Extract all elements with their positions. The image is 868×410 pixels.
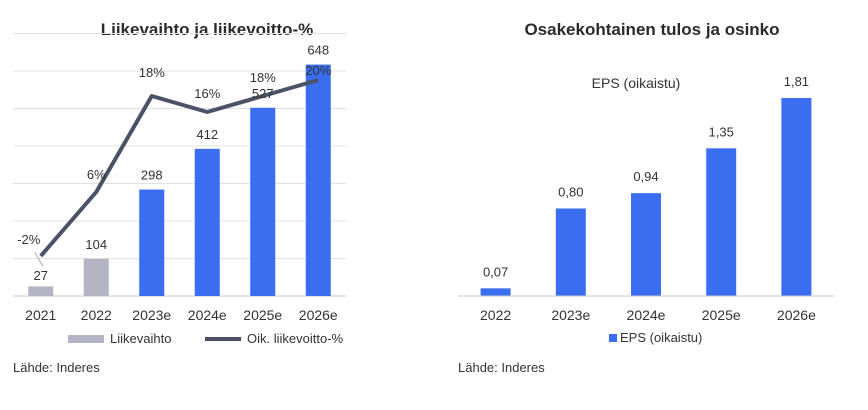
ebit-margin-line <box>39 78 319 258</box>
left-line-series <box>39 78 319 258</box>
left-data-labels: 27 104 298 412 527 648 -2% 6% 18% 16% 18% 20% <box>17 43 332 283</box>
legend-swatch-eps <box>609 334 617 342</box>
right-x-tick: 2025e <box>702 307 741 323</box>
legend-label-ebit: Oik. liikevoitto-% <box>247 331 344 346</box>
eps-bar <box>781 98 812 296</box>
eps-bar-label: 1,35 <box>709 124 734 139</box>
revenue-bar <box>250 107 276 297</box>
right-bars <box>480 98 812 296</box>
left-x-tick: 2021 <box>25 307 56 323</box>
eps-bar-label: 0,94 <box>633 169 658 184</box>
left-x-tick: 2024e <box>188 307 227 323</box>
left-gridlines <box>13 33 346 297</box>
left-bars <box>28 64 331 297</box>
legend-label-eps: EPS (oikaistu) <box>620 330 702 345</box>
right-x-tick: 2022 <box>480 307 511 323</box>
eps-chart: Osakekohtainen tulos ja osinko EPS (oika… <box>458 20 834 375</box>
revenue-bar-label: 648 <box>307 43 329 58</box>
revenue-bar-label: 412 <box>196 127 218 142</box>
left-x-tick: 2025e <box>243 307 282 323</box>
revenue-bar-label: 527 <box>252 86 274 101</box>
label-leader-line <box>34 251 44 267</box>
right-data-labels: 0,07 0,80 0,94 1,35 1,81 <box>483 74 809 279</box>
eps-bar-label: 0,80 <box>558 184 583 199</box>
ebit-margin-label: 20% <box>305 63 331 78</box>
revenue-bar-label: 104 <box>85 237 107 252</box>
eps-bar-label: 0,07 <box>483 264 508 279</box>
eps-bar <box>480 288 511 296</box>
eps-bar-label: 1,81 <box>784 74 809 89</box>
ebit-margin-label: 6% <box>87 167 106 182</box>
left-x-tick: 2026e <box>299 307 338 323</box>
revenue-bar <box>83 258 109 296</box>
right-chart-subtitle: EPS (oikaistu) <box>592 75 681 91</box>
revenue-bar-label: 27 <box>34 268 48 283</box>
right-x-tick: 2023e <box>551 307 590 323</box>
eps-bar <box>631 193 661 296</box>
revenue-bar-label: 298 <box>141 168 163 183</box>
legend-swatch-revenue <box>68 335 104 343</box>
right-source-note: Lähde: Inderes <box>458 360 545 375</box>
right-legend: EPS (oikaistu) <box>609 330 702 345</box>
revenue-ebit-chart: Liikevaihto ja liikevoitto-% 27 104 298 412… <box>13 20 346 375</box>
revenue-bar <box>139 189 165 296</box>
revenue-bar <box>194 148 220 296</box>
ebit-margin-label: 18% <box>139 65 165 80</box>
ebit-margin-label: -2% <box>17 232 41 247</box>
left-source-note: Lähde: Inderes <box>13 360 100 375</box>
left-legend: Liikevaihto Oik. liikevoitto-% <box>68 331 344 346</box>
legend-label-revenue: Liikevaihto <box>110 331 171 346</box>
eps-bar <box>555 208 586 296</box>
right-x-ticks: 2022 2023e 2024e 2025e 2026e <box>480 307 816 323</box>
ebit-margin-label: 16% <box>194 86 220 101</box>
left-x-ticks: 2021 2022 2023e 2024e 2025e 2026e <box>25 307 338 323</box>
ebit-margin-label: 18% <box>250 70 276 85</box>
left-chart-title: Liikevaihto ja liikevoitto-% <box>101 20 314 39</box>
left-x-tick: 2023e <box>132 307 171 323</box>
eps-bar <box>706 148 737 296</box>
right-chart-title: Osakekohtainen tulos ja osinko <box>524 20 779 39</box>
left-x-tick: 2022 <box>81 307 112 323</box>
right-x-tick: 2024e <box>627 307 666 323</box>
revenue-bar <box>28 286 54 296</box>
revenue-bar <box>305 64 331 296</box>
right-x-tick: 2026e <box>777 307 816 323</box>
